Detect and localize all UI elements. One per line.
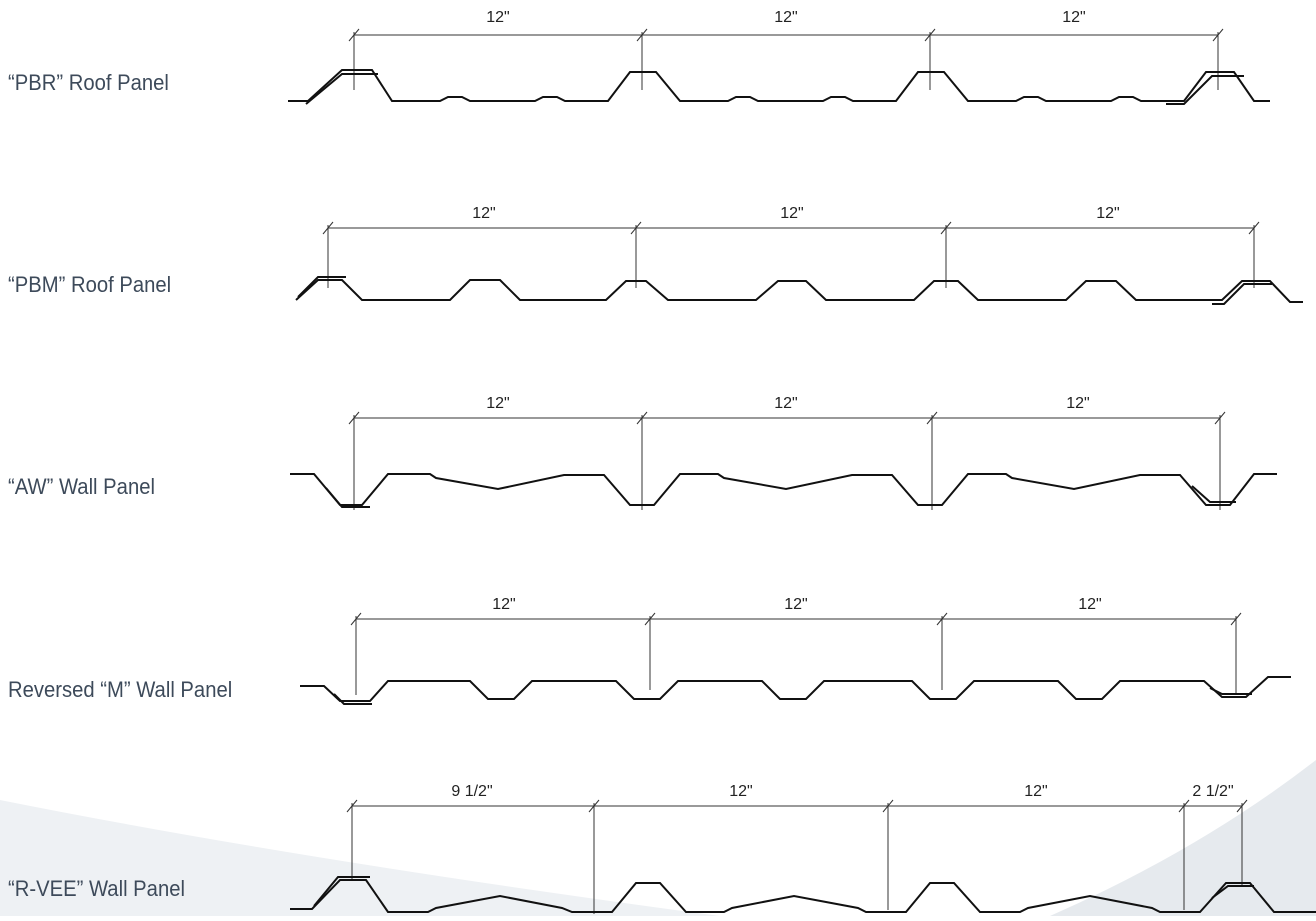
panel-profile-line — [290, 879, 1316, 913]
panel-overlap-line — [1212, 283, 1272, 305]
dimension-label: 2 1/2" — [1192, 783, 1233, 800]
panel-label-r-vee: “R-VEE” Wall Panel — [8, 876, 185, 901]
panel-label-reversed-m: Reversed “M” Wall Panel — [8, 677, 233, 702]
dimension-label: 12" — [1024, 783, 1047, 800]
panel-label-pbr: “PBR” Roof Panel — [8, 70, 169, 95]
dimension-line-pbr — [348, 28, 1224, 90]
panel-overlap-line — [1191, 485, 1236, 503]
panel-label-aw: “AW” Wall Panel — [8, 474, 155, 499]
dimension-label: 12" — [486, 9, 509, 26]
panel-overlap-line — [325, 487, 370, 508]
panel-overlap-line — [305, 73, 378, 105]
dimension-label: 12" — [1096, 205, 1119, 222]
dimension-label: 12" — [780, 205, 803, 222]
dimension-label: 12" — [472, 205, 495, 222]
panel-label-pbm: “PBM” Roof Panel — [8, 272, 172, 297]
dimension-label: 12" — [1066, 395, 1089, 412]
dimension-label: 12" — [784, 596, 807, 613]
panel-overlap-line — [1211, 885, 1254, 899]
profile-pbr: 12" 12" 12" — [288, 9, 1270, 105]
dimension-label: 12" — [492, 596, 515, 613]
panel-overlap-line — [1166, 75, 1244, 105]
profile-reversed-m: 12" 12" 12" — [300, 596, 1291, 705]
background-swoosh — [0, 760, 1316, 916]
profile-r-vee: 9 1/2" 12" 12" 2 1/2" — [290, 783, 1316, 914]
panel-overlap-line — [333, 693, 372, 705]
panel-profile-line — [290, 473, 1277, 506]
panel-profile-line — [300, 676, 1291, 702]
dimension-label: 12" — [1062, 9, 1085, 26]
panel-overlap-line — [1209, 687, 1252, 695]
panel-profile-line — [295, 279, 1303, 303]
dimension-label: 12" — [774, 395, 797, 412]
profile-pbm: 12" 12" 12" — [295, 205, 1303, 305]
dimension-line-r-vee — [346, 799, 1248, 914]
dimension-line-aw — [348, 411, 1226, 510]
dimension-line-pbm — [322, 221, 1260, 288]
dimension-label: 12" — [1078, 596, 1101, 613]
panel-overlap-line — [313, 876, 370, 907]
panel-profile-line — [288, 69, 1270, 102]
dimension-label: 9 1/2" — [451, 783, 492, 800]
dimension-label: 12" — [729, 783, 752, 800]
dimension-label: 12" — [774, 9, 797, 26]
profile-aw: 12" 12" 12" — [290, 395, 1277, 510]
dimension-line-reversed-m — [350, 612, 1242, 695]
panel-overlap-line — [297, 276, 346, 298]
dimension-label: 12" — [486, 395, 509, 412]
